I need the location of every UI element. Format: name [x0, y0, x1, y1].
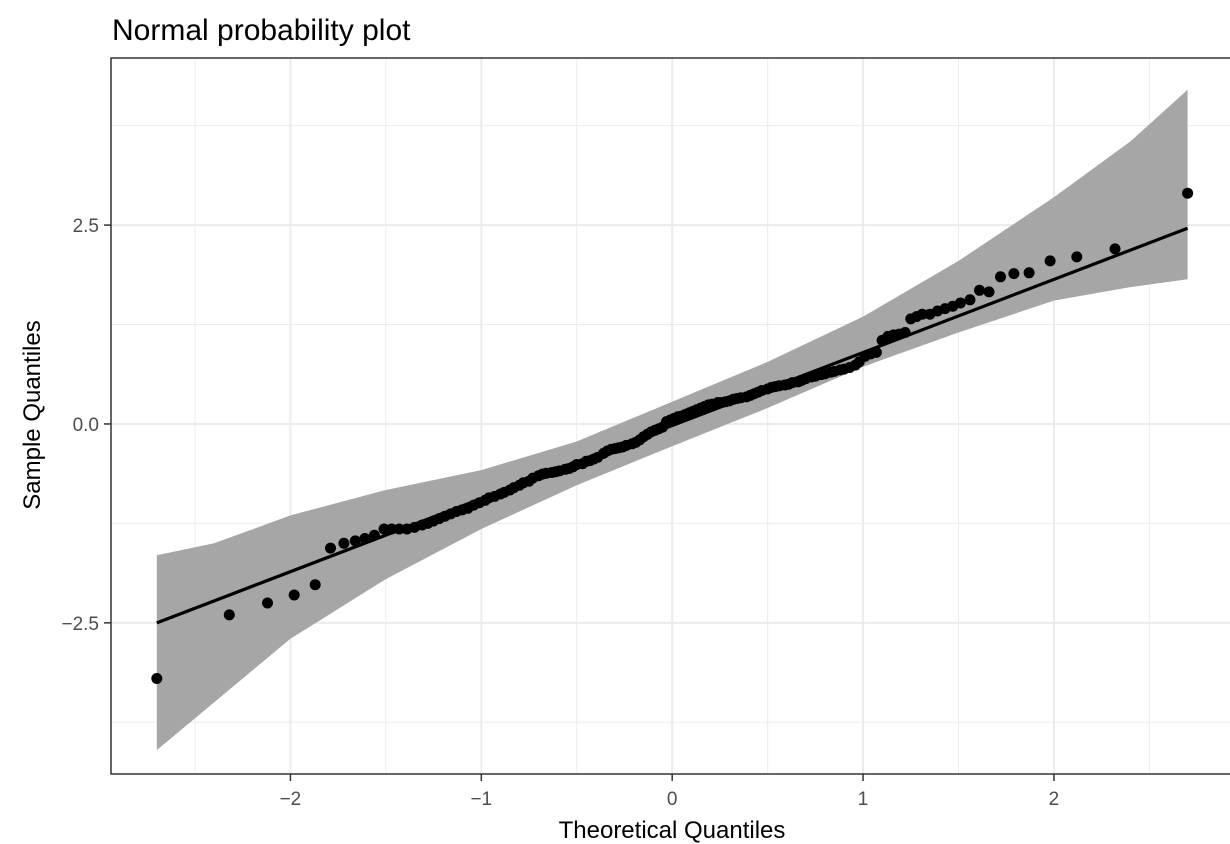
panel-border — [110, 57, 1230, 775]
x-tick-label: −1 — [470, 789, 492, 810]
x-tick-label: 0 — [667, 789, 678, 810]
data-point — [386, 523, 398, 535]
x-tick-label: −2 — [280, 789, 302, 810]
data-point — [899, 327, 911, 338]
x-tick-label: 1 — [858, 789, 869, 810]
y-tick-label: 0.0 — [73, 415, 99, 436]
data-point — [1109, 243, 1121, 255]
y-tick-label: 2.5 — [73, 216, 99, 237]
reference-line — [156, 226, 1189, 625]
data-point — [309, 579, 321, 591]
data-point — [223, 609, 235, 621]
x-axis-title: Theoretical Quantiles — [559, 817, 786, 844]
data-point — [974, 284, 985, 296]
data-point — [349, 535, 361, 547]
y-axis-title: Sample Quantiles — [19, 320, 46, 509]
data-point — [964, 294, 976, 306]
data-point — [916, 308, 928, 320]
reference-line-layer — [156, 226, 1189, 625]
data-point — [870, 346, 882, 358]
data-point — [151, 673, 163, 684]
data-point — [995, 271, 1006, 283]
data-point — [368, 529, 380, 541]
data-point — [1044, 255, 1056, 267]
data-point — [1023, 267, 1035, 279]
data-point — [1182, 187, 1194, 199]
data-point — [983, 286, 995, 298]
points-layer — [151, 187, 1194, 684]
x-tick-label: 2 — [1049, 789, 1060, 810]
data-point — [325, 542, 336, 554]
data-point — [338, 537, 350, 549]
data-point — [1008, 268, 1020, 280]
y-tick-label: −2.5 — [61, 614, 99, 635]
data-point — [393, 523, 405, 535]
x-axis-ticks: −2 −1 0 1 2 — [280, 774, 1060, 810]
data-point — [262, 597, 273, 609]
data-point — [1071, 251, 1083, 263]
y-axis-ticks: −2.5 0.0 2.5 — [61, 216, 111, 635]
data-point — [378, 523, 390, 535]
data-point — [288, 589, 300, 601]
data-point — [954, 297, 966, 309]
chart-title: Normal probability plot — [112, 14, 411, 47]
data-point — [359, 533, 371, 544]
